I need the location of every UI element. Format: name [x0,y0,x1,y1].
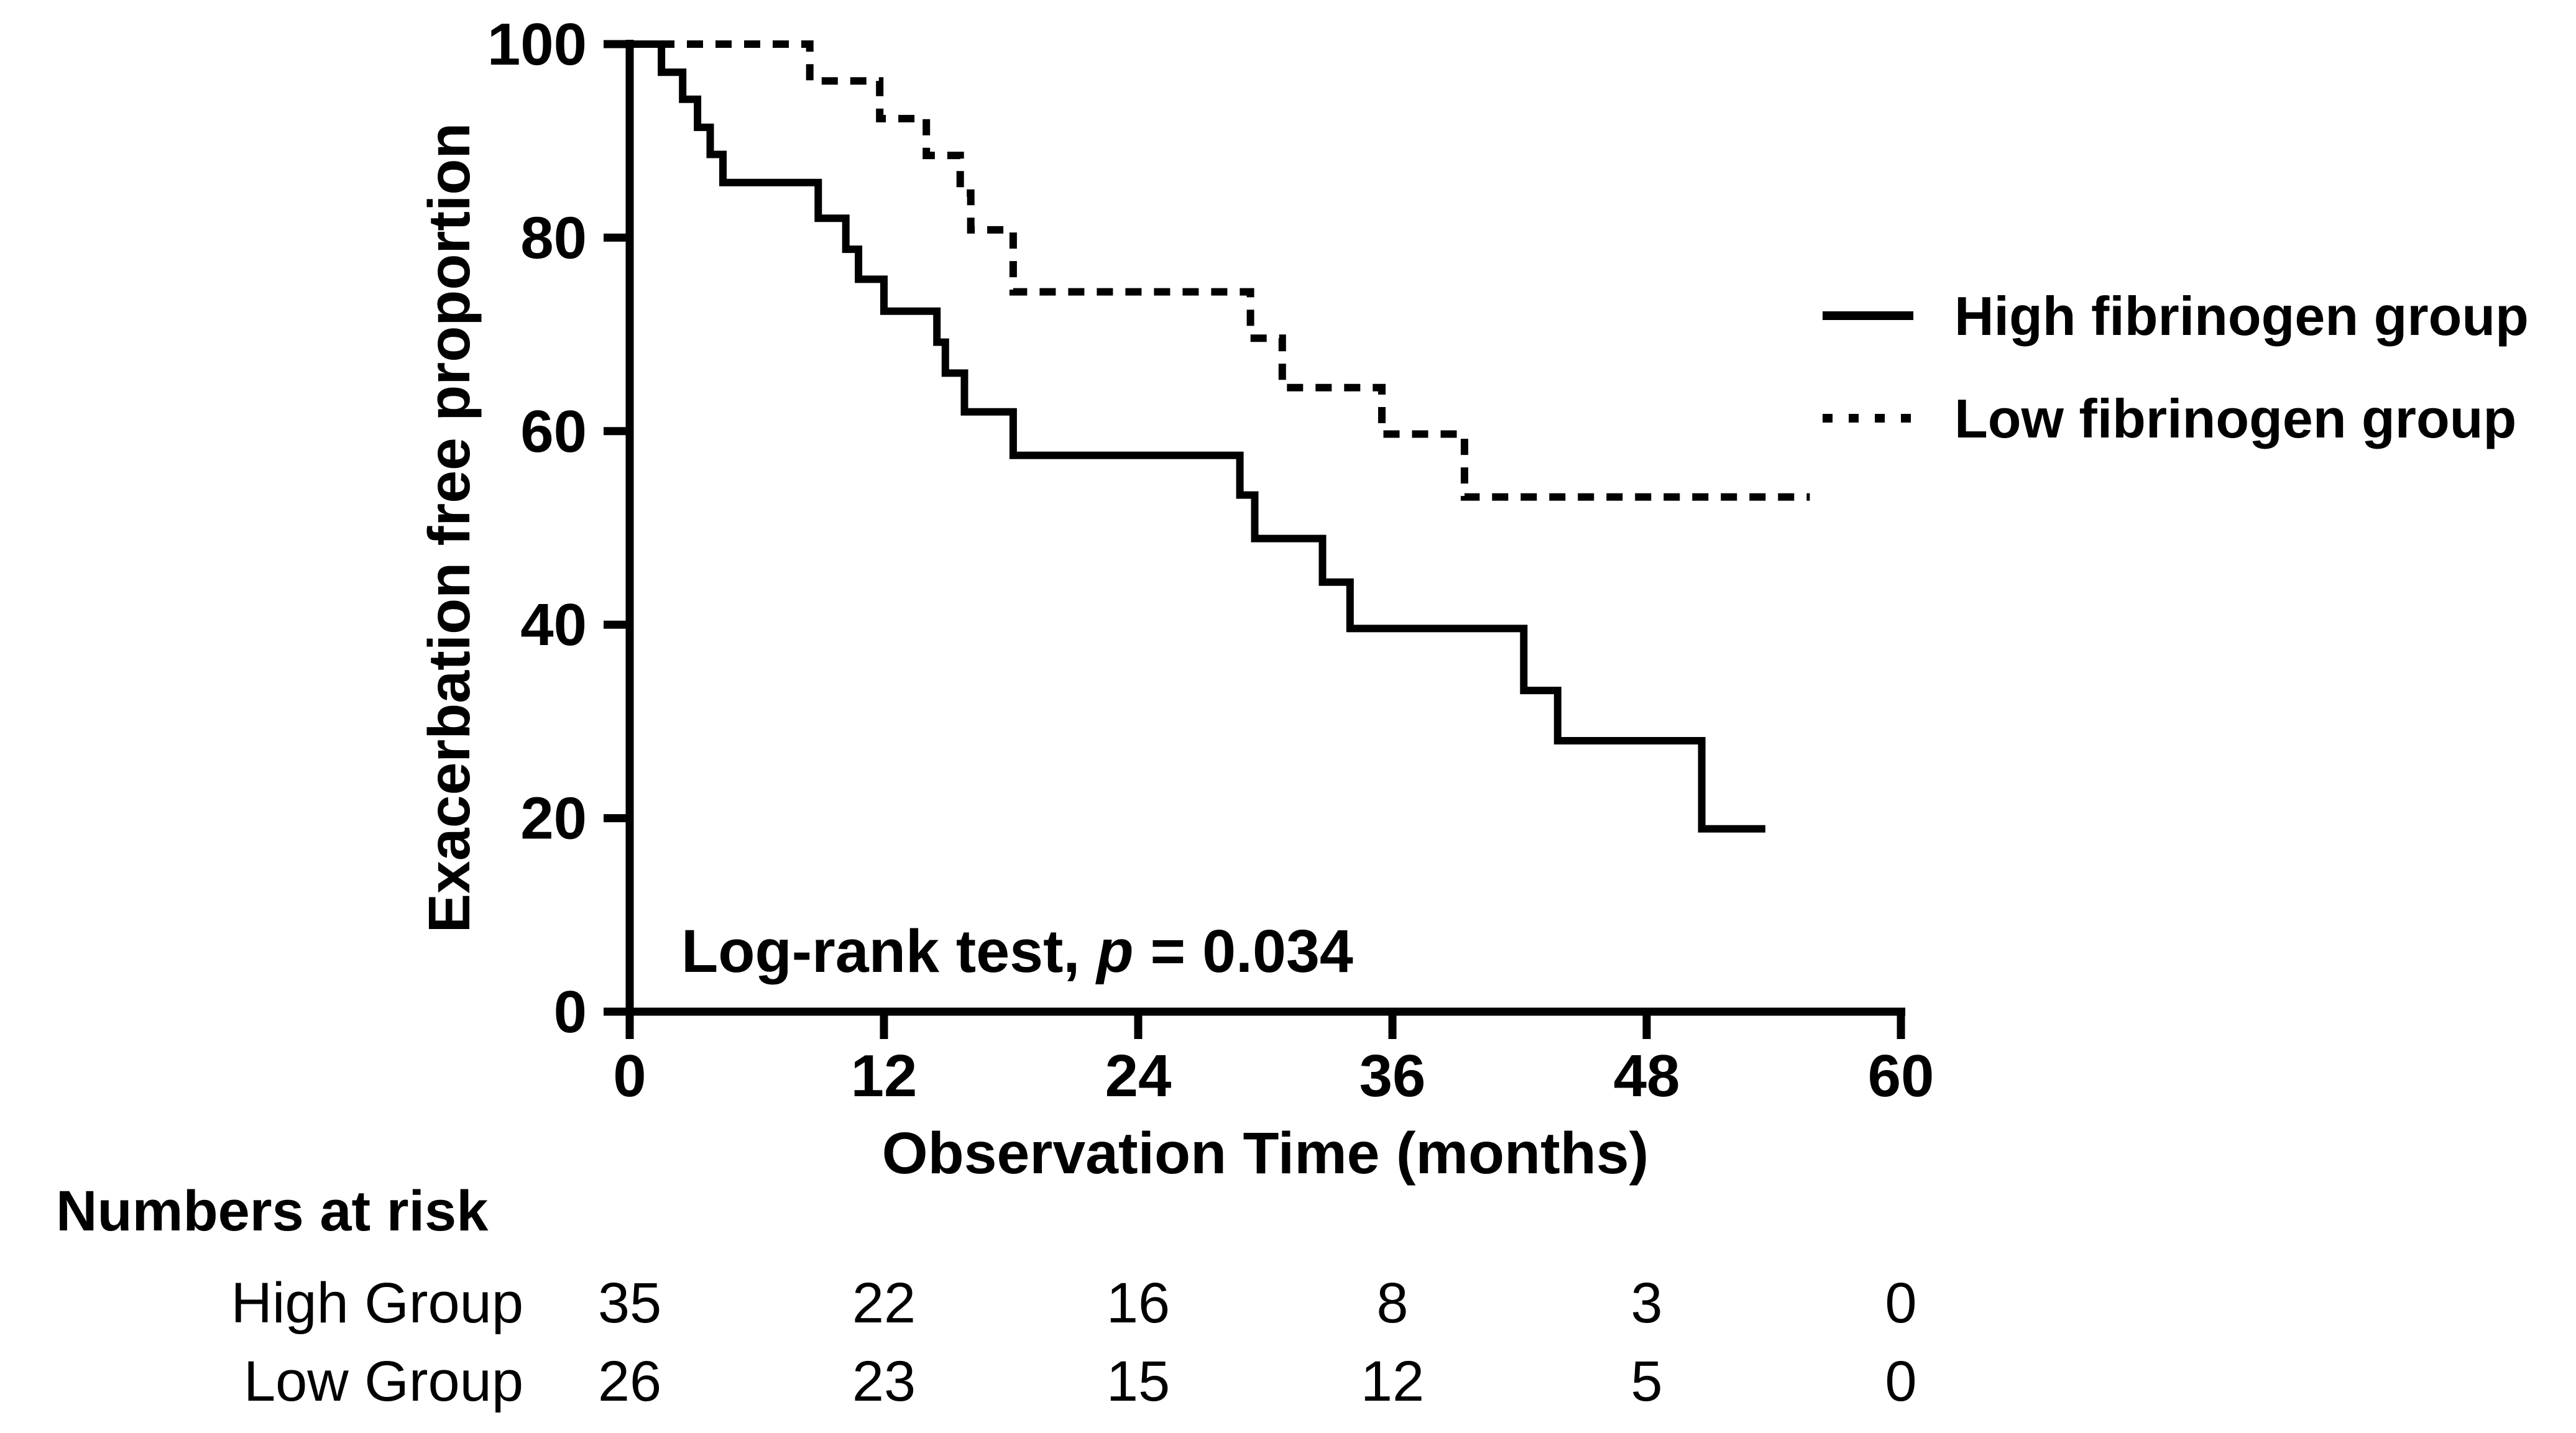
at-risk-count: 35 [598,1271,661,1335]
x-tick-label: 36 [1359,1043,1426,1109]
x-tick-label: 60 [1868,1043,1934,1109]
legend-item: Low fibrinogen group [1823,388,2516,449]
at-risk-count: 26 [598,1350,661,1413]
x-tick-label: 24 [1105,1043,1172,1109]
numbers-at-risk-title: Numbers at risk [56,1179,489,1243]
at-risk-count: 5 [1631,1350,1662,1413]
x-axis-title: Observation Time (months) [882,1120,1649,1186]
at-risk-row-label: Low Group [244,1350,523,1413]
at-risk-count: 12 [1361,1350,1424,1413]
y-tick-label: 80 [520,204,587,271]
legend-item: High fibrinogen group [1823,285,2529,347]
annotation-log-rank: Log-rank test, p = 0.034 [681,917,1353,985]
x-tick-label: 12 [851,1043,918,1109]
at-risk-count: 0 [1885,1350,1916,1413]
at-risk-count: 15 [1106,1350,1170,1413]
legend: High fibrinogen group Low fibrinogen grou… [1823,285,2529,449]
at-risk-row-label: High Group [231,1271,523,1335]
at-risk-count: 22 [852,1271,916,1335]
y-tick-label: 20 [520,785,587,852]
y-tick-label: 0 [554,979,587,1045]
at-risk-count: 3 [1631,1271,1662,1335]
at-risk-count: 16 [1106,1271,1170,1335]
y-tick-label: 40 [520,592,587,658]
series-group [630,40,1810,833]
numbers-at-risk-row: Low Group 26 23 15 12 5 0 [244,1350,1917,1413]
y-tick-label: 100 [487,11,587,78]
legend-label: Low fibrinogen group [1954,388,2516,449]
at-risk-count: 0 [1885,1271,1916,1335]
km-figure: 0 12 24 36 48 60 0 20 40 60 80 100 Observation Time … [25,10,2576,1423]
x-tick-label: 0 [613,1043,646,1109]
series-line-high-fibrinogen-group [630,40,1765,833]
x-tick-label: 48 [1614,1043,1680,1109]
y-tick-label: 60 [520,398,587,465]
legend-label: High fibrinogen group [1954,285,2529,347]
at-risk-count: 23 [852,1350,916,1413]
numbers-at-risk-row: High Group 35 22 16 8 3 0 [231,1271,1917,1335]
at-risk-count: 8 [1376,1271,1408,1335]
axes: 0 12 24 36 48 60 0 20 40 60 80 100 [487,11,1934,1109]
series-line-low-fibrinogen-group [630,40,1810,501]
y-axis-title: Exacerbation free proportion [416,123,482,933]
